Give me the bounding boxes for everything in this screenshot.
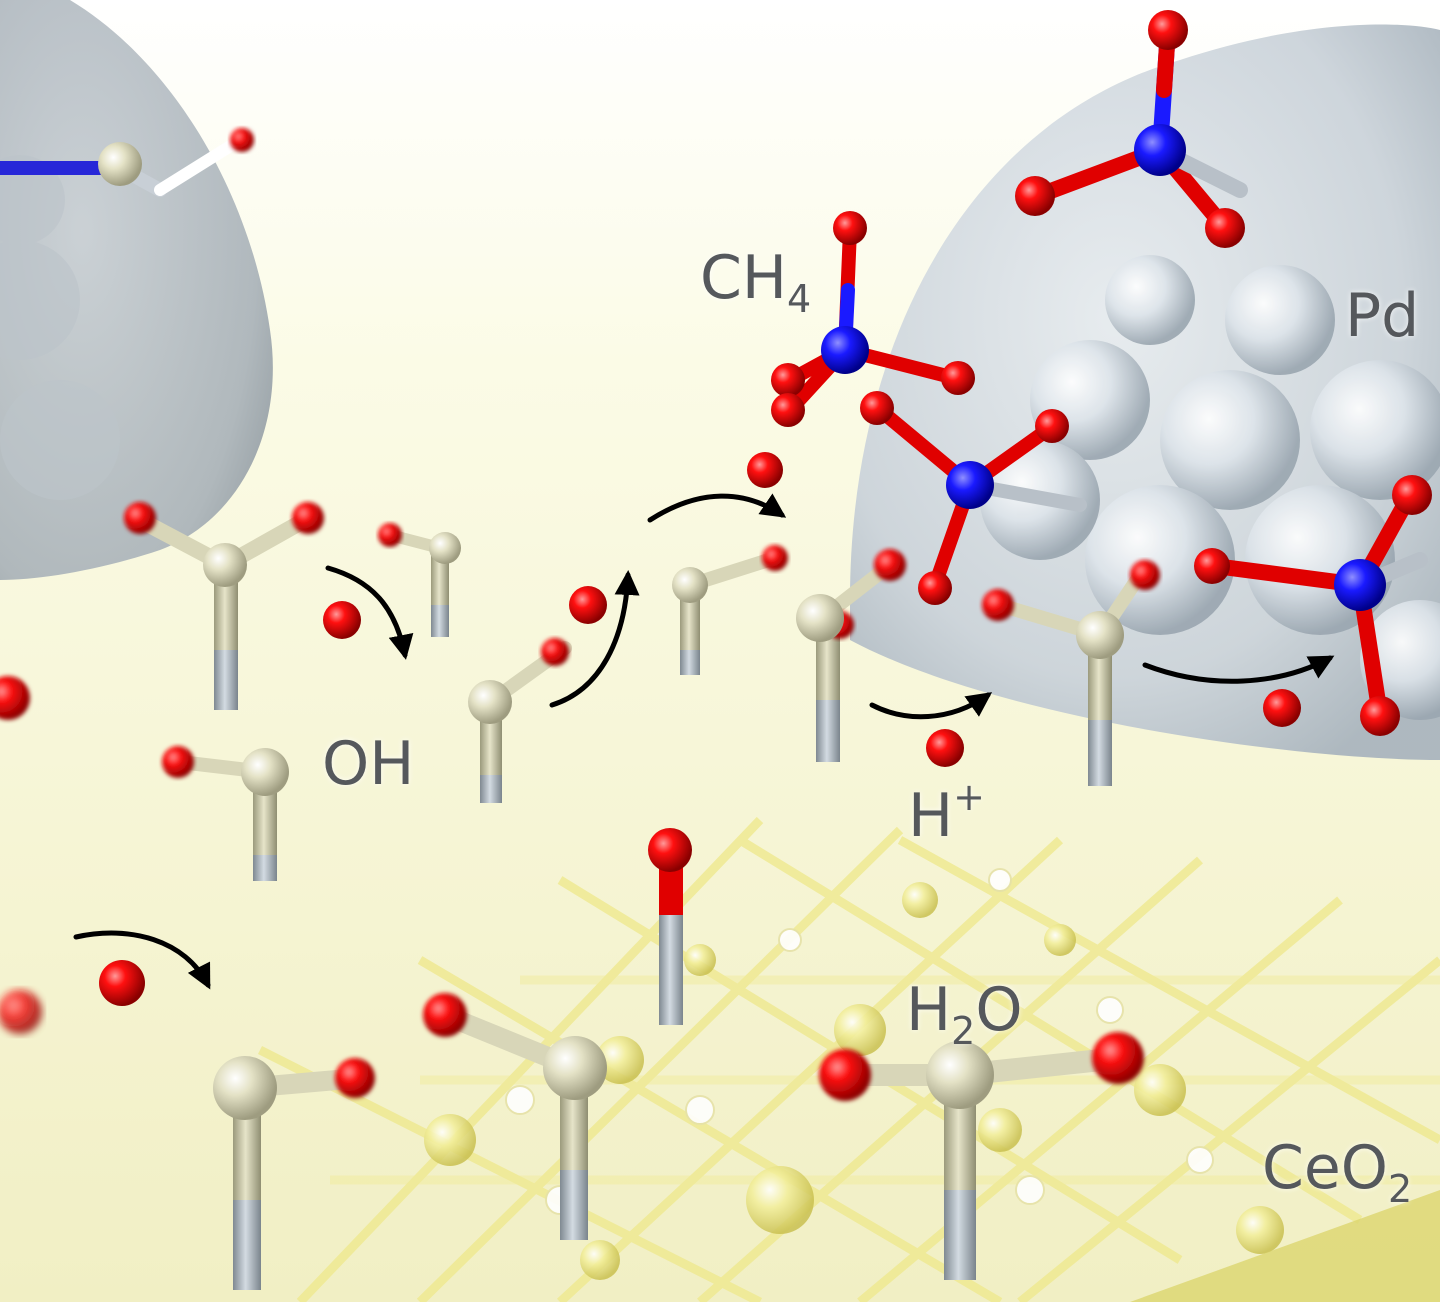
surface-hydroxyls bbox=[0, 502, 1160, 1290]
arrow-2 bbox=[549, 570, 640, 708]
arrow-5 bbox=[1142, 655, 1335, 684]
methane-molecules bbox=[771, 10, 1432, 736]
label-ceo2: CeO2 bbox=[1262, 1133, 1413, 1211]
arrow-4 bbox=[869, 692, 993, 720]
ceria-lattice-atoms bbox=[424, 882, 1284, 1280]
label-oh: OH bbox=[322, 729, 415, 799]
arrow-1 bbox=[325, 565, 414, 660]
reaction-arrows bbox=[73, 493, 1335, 990]
label-h2o: H2O bbox=[906, 975, 1023, 1053]
pd-nanoparticle-left bbox=[0, 0, 273, 580]
arrow-6 bbox=[73, 930, 211, 990]
arrow-3 bbox=[647, 493, 787, 523]
label-ch4: CH4 bbox=[700, 243, 812, 321]
support-edge bbox=[1130, 1190, 1440, 1302]
label-hplus: H+ bbox=[908, 775, 985, 851]
label-pd: Pd bbox=[1345, 281, 1420, 351]
free-oxygen-atoms bbox=[99, 452, 1301, 1006]
